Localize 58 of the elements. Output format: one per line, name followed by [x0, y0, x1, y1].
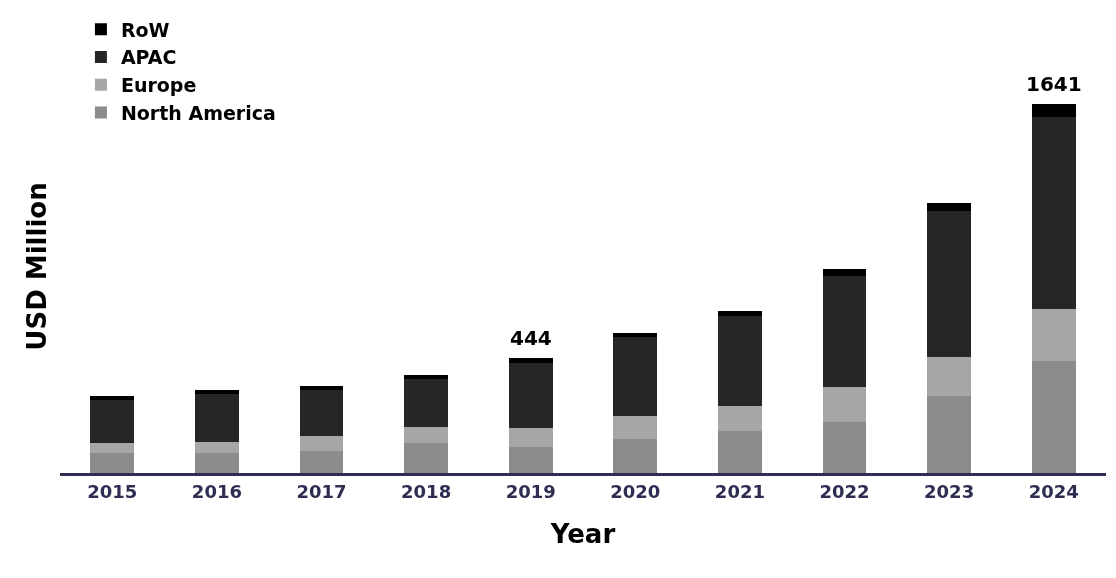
bar: [194, 452, 239, 473]
bar: [508, 358, 553, 363]
bar: [1031, 308, 1076, 361]
bar: [1031, 116, 1076, 309]
y-axis-title: USD Million: [22, 182, 53, 351]
bar: [508, 362, 553, 429]
x-tick-label: 2016: [191, 480, 242, 502]
x-tick-label: 2024: [1028, 480, 1079, 502]
x-axis-title: Year: [549, 519, 616, 550]
annotation: 444: [510, 326, 552, 350]
legend-label: North America: [120, 101, 276, 124]
x-tick-label: 2017: [296, 480, 347, 502]
bar: [299, 450, 344, 473]
bar: [404, 374, 449, 380]
bar: [1031, 104, 1076, 117]
legend-label: RoW: [120, 18, 170, 41]
bar: [194, 393, 239, 442]
bar: [90, 452, 135, 473]
bar: [404, 379, 449, 428]
bar: [1031, 360, 1076, 473]
x-tick-label: 2018: [401, 480, 452, 502]
x-tick-label: 2019: [505, 480, 556, 502]
x-tick-label: 2015: [87, 480, 138, 502]
bar: [822, 275, 867, 387]
bar: [613, 439, 658, 473]
bar: [927, 357, 972, 396]
bar: [299, 389, 344, 437]
bar: [90, 442, 135, 453]
x-tick-label: 2022: [819, 480, 870, 502]
bar: [927, 203, 972, 212]
bar: [822, 422, 867, 473]
x-tick-label: 2020: [610, 480, 661, 502]
bar: [717, 405, 762, 431]
legend-label: APAC: [120, 46, 177, 69]
bar: [508, 428, 553, 447]
bar: [927, 395, 972, 473]
bar: [299, 436, 344, 451]
bar: [613, 337, 658, 417]
bar: [194, 441, 239, 453]
bar: [822, 269, 867, 276]
bar: [404, 443, 449, 473]
bar: [299, 385, 344, 390]
bar: [508, 446, 553, 473]
bar: [613, 332, 658, 338]
bar: [717, 311, 762, 316]
bar: [404, 427, 449, 444]
x-tick-label: 2021: [714, 480, 765, 502]
bar: [717, 430, 762, 473]
bar: [194, 389, 239, 394]
bar: [613, 416, 658, 440]
bar: [90, 395, 135, 400]
x-tick-label: 2023: [924, 480, 975, 502]
bar: [822, 386, 867, 423]
bar: [90, 399, 135, 443]
bar: [927, 211, 972, 358]
legend-label: Europe: [120, 74, 197, 97]
annotation: 1641: [1026, 72, 1082, 96]
bar: [717, 315, 762, 406]
